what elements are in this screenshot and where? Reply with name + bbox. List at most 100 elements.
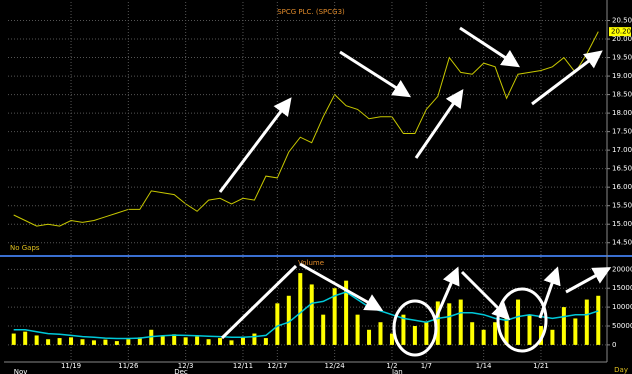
highlight-circle bbox=[496, 287, 548, 353]
volume-bar bbox=[401, 314, 406, 345]
volume-bar bbox=[114, 341, 119, 345]
x-tick-label: 1/21 bbox=[533, 362, 549, 370]
volume-bar bbox=[195, 336, 200, 345]
volume-bar bbox=[137, 337, 142, 345]
volume-bar bbox=[470, 322, 475, 345]
arrow bbox=[538, 266, 561, 319]
volume-bar bbox=[378, 322, 383, 345]
highlight-circle bbox=[392, 299, 438, 357]
y-tick-label: 20.50 bbox=[612, 17, 632, 25]
y-tick-label: 17.50 bbox=[612, 128, 632, 136]
annotation: No Gaps bbox=[10, 244, 40, 252]
y-tick-label: 18.00 bbox=[612, 109, 632, 117]
volume-bar bbox=[11, 333, 16, 345]
x-tick-label: 1/7 bbox=[421, 362, 432, 370]
volume-bar bbox=[550, 329, 555, 345]
volume-bar bbox=[527, 314, 532, 345]
volume-bar bbox=[172, 334, 177, 345]
arrow bbox=[434, 266, 460, 319]
arrow bbox=[339, 50, 412, 98]
chart-title: SPCG PLC. (SPCG3) bbox=[277, 8, 345, 16]
arrow bbox=[531, 50, 603, 106]
y-tick-label: 200000 bbox=[612, 265, 632, 273]
volume-bar bbox=[309, 284, 314, 345]
volume-bar bbox=[160, 335, 165, 345]
y-tick-label: 19.50 bbox=[612, 54, 632, 62]
volume-bar bbox=[367, 329, 372, 345]
moving-average-line bbox=[13, 291, 599, 340]
volume-bar bbox=[275, 303, 280, 345]
x-tick-label: 12/11 bbox=[233, 362, 253, 370]
volume-bar bbox=[23, 331, 28, 345]
month-label: Dec bbox=[174, 368, 188, 374]
arrow bbox=[565, 267, 612, 294]
volume-bar bbox=[34, 335, 39, 345]
arrow bbox=[299, 262, 384, 311]
volume-bar bbox=[80, 339, 85, 345]
volume-bar bbox=[538, 326, 543, 345]
y-tick-label: 100000 bbox=[612, 303, 632, 311]
volume-bar bbox=[355, 314, 360, 345]
volume-bar bbox=[263, 338, 268, 345]
arrow bbox=[414, 89, 464, 159]
y-tick-label: 15.50 bbox=[612, 202, 632, 210]
x-tick-label: 1/14 bbox=[476, 362, 492, 370]
volume-bar bbox=[344, 280, 349, 345]
volume-bar bbox=[69, 337, 74, 345]
volume-bar bbox=[332, 288, 337, 345]
volume-bar bbox=[481, 329, 486, 345]
y-tick-label: 19.00 bbox=[612, 72, 632, 80]
arrow bbox=[459, 26, 521, 68]
volume-bar bbox=[298, 273, 303, 345]
y-tick-label: 20.00 bbox=[612, 35, 632, 43]
x-tick-label: 11/26 bbox=[118, 362, 139, 370]
month-label: Jan bbox=[391, 368, 403, 374]
y-tick-label: 17.00 bbox=[612, 146, 632, 154]
x-tick-label: 11/19 bbox=[61, 362, 81, 370]
price-line bbox=[13, 31, 599, 227]
volume-bar bbox=[103, 339, 108, 345]
volume-bar bbox=[458, 299, 463, 345]
volume-bar bbox=[516, 299, 521, 345]
volume-bar bbox=[412, 326, 417, 345]
x-tick-label: 12/3 bbox=[178, 362, 194, 370]
arrow bbox=[220, 264, 298, 340]
volume-bar bbox=[321, 314, 326, 345]
volume-bar bbox=[206, 339, 211, 345]
volume-bar bbox=[584, 299, 589, 345]
volume-bar bbox=[504, 314, 509, 345]
y-tick-label: 0 bbox=[612, 341, 616, 349]
annotations bbox=[218, 26, 612, 357]
volume-bar bbox=[91, 340, 96, 345]
legend-label: Volume bbox=[298, 259, 324, 267]
last-price-label: 20.20 bbox=[611, 28, 631, 36]
volume-bar bbox=[447, 303, 452, 345]
y-tick-label: 18.50 bbox=[612, 91, 632, 99]
y-tick-label: 150000 bbox=[612, 284, 632, 292]
last-price-box bbox=[609, 27, 631, 37]
volume-bar bbox=[218, 338, 223, 345]
volume-bar bbox=[561, 307, 566, 345]
volume-bar bbox=[57, 338, 62, 345]
volume-bar bbox=[493, 322, 498, 345]
volume-bar bbox=[573, 318, 578, 345]
y-tick-label: 16.50 bbox=[612, 165, 632, 173]
month-label: Nov bbox=[14, 368, 28, 374]
volume-bar bbox=[252, 333, 257, 345]
arrow bbox=[218, 97, 292, 193]
x-tick-label: 12/24 bbox=[325, 362, 346, 370]
x-tick-label: 1/2 bbox=[386, 362, 397, 370]
x-axis-label: Day bbox=[614, 366, 628, 374]
volume-bar bbox=[286, 295, 291, 345]
volume-bar bbox=[126, 339, 131, 345]
y-tick-label: 50000 bbox=[612, 322, 632, 330]
x-tick-label: 12/17 bbox=[267, 362, 287, 370]
y-tick-label: 16.00 bbox=[612, 183, 632, 191]
volume-bar bbox=[229, 340, 234, 345]
volume-bar bbox=[240, 337, 245, 345]
volume-bar bbox=[435, 301, 440, 345]
volume-bar bbox=[424, 322, 429, 345]
volume-bar bbox=[46, 339, 51, 345]
volume-bar bbox=[183, 337, 188, 345]
